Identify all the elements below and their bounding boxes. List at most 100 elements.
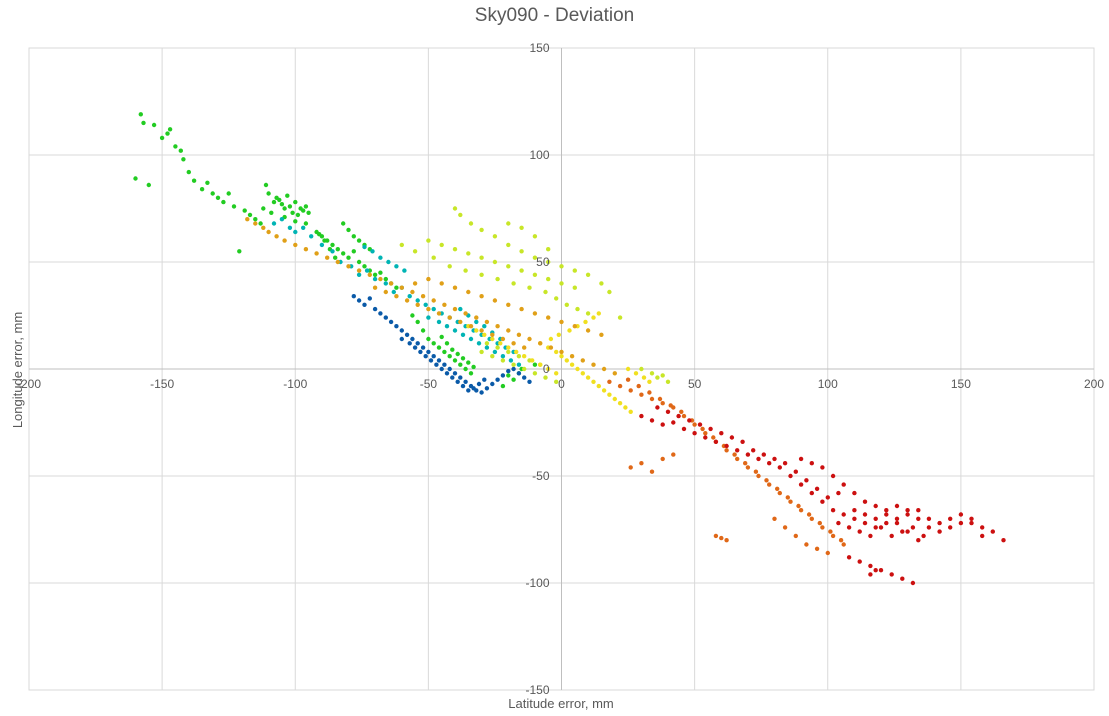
data-point — [452, 371, 458, 376]
data-point — [873, 516, 878, 521]
data-point — [814, 486, 820, 491]
data-point — [495, 324, 500, 329]
data-point — [372, 285, 378, 290]
data-point — [295, 212, 301, 218]
data-point — [479, 255, 484, 260]
data-point — [612, 396, 617, 402]
data-point — [692, 431, 697, 436]
x-tick-label: -150 — [150, 377, 174, 391]
data-point — [862, 520, 868, 526]
x-tick-label: -100 — [283, 377, 307, 391]
data-point — [279, 217, 285, 222]
data-point — [649, 396, 655, 402]
data-point — [490, 332, 495, 337]
data-point — [838, 538, 844, 543]
data-point — [479, 328, 484, 333]
data-point — [394, 285, 399, 290]
data-point — [841, 542, 846, 547]
data-point — [676, 413, 681, 419]
data-point — [809, 490, 814, 496]
data-point — [522, 366, 527, 372]
data-point — [937, 529, 942, 534]
data-point — [543, 375, 548, 380]
data-point — [287, 204, 293, 209]
data-point — [412, 249, 418, 254]
data-point — [484, 341, 490, 346]
data-point — [830, 533, 836, 539]
data-point — [548, 336, 554, 342]
data-point — [825, 495, 830, 500]
data-point — [572, 285, 577, 290]
data-point — [980, 525, 985, 530]
data-point — [761, 452, 766, 457]
data-point — [479, 272, 484, 277]
data-point — [713, 533, 719, 539]
data-point — [372, 306, 378, 312]
data-point — [657, 396, 663, 402]
data-point — [479, 227, 484, 233]
data-point — [591, 315, 596, 320]
data-point — [215, 195, 221, 200]
data-point — [798, 456, 804, 462]
data-point — [335, 247, 340, 252]
data-point — [394, 294, 399, 299]
data-point — [708, 426, 713, 432]
data-point — [820, 499, 825, 504]
data-point — [394, 324, 399, 329]
data-point — [511, 341, 516, 346]
data-point — [628, 465, 633, 470]
data-point — [458, 319, 463, 325]
data-point — [452, 328, 458, 333]
data-point — [458, 306, 463, 312]
data-point — [753, 469, 759, 474]
data-point — [476, 381, 482, 387]
data-point — [916, 538, 921, 543]
data-point — [554, 349, 559, 355]
data-point — [958, 520, 964, 526]
data-point — [647, 379, 652, 384]
data-point — [301, 225, 306, 230]
data-point — [490, 336, 495, 342]
data-point — [378, 255, 383, 260]
data-point — [146, 182, 151, 188]
data-point — [492, 259, 498, 265]
y-tick-label: 50 — [536, 255, 550, 269]
data-point — [482, 332, 487, 337]
data-point — [346, 255, 351, 260]
data-point — [649, 469, 655, 474]
data-point — [926, 525, 932, 530]
data-point — [724, 443, 729, 449]
data-point — [793, 469, 798, 474]
data-point — [458, 362, 463, 367]
data-point — [894, 503, 900, 509]
data-point — [583, 319, 588, 325]
data-point — [511, 366, 516, 372]
data-point — [607, 392, 612, 397]
data-point — [617, 401, 623, 406]
data-point — [423, 302, 428, 307]
data-point — [546, 276, 551, 282]
data-point — [426, 349, 431, 355]
data-point — [830, 508, 836, 513]
data-point — [724, 448, 729, 453]
data-point — [181, 157, 186, 162]
data-point — [607, 379, 612, 384]
x-axis-title: Latitude error, mm — [508, 696, 614, 711]
data-point — [410, 289, 415, 295]
data-point — [271, 199, 277, 205]
data-point — [516, 332, 522, 337]
data-point — [828, 529, 833, 534]
data-point — [641, 375, 647, 380]
data-point — [482, 377, 487, 382]
data-point — [317, 232, 322, 237]
data-point — [431, 255, 436, 260]
data-point — [479, 349, 484, 355]
data-point — [575, 366, 580, 372]
data-point — [330, 242, 335, 248]
data-point — [388, 281, 394, 286]
data-point — [980, 533, 985, 539]
data-point — [596, 383, 601, 389]
data-point — [905, 508, 910, 513]
data-point — [617, 315, 623, 320]
